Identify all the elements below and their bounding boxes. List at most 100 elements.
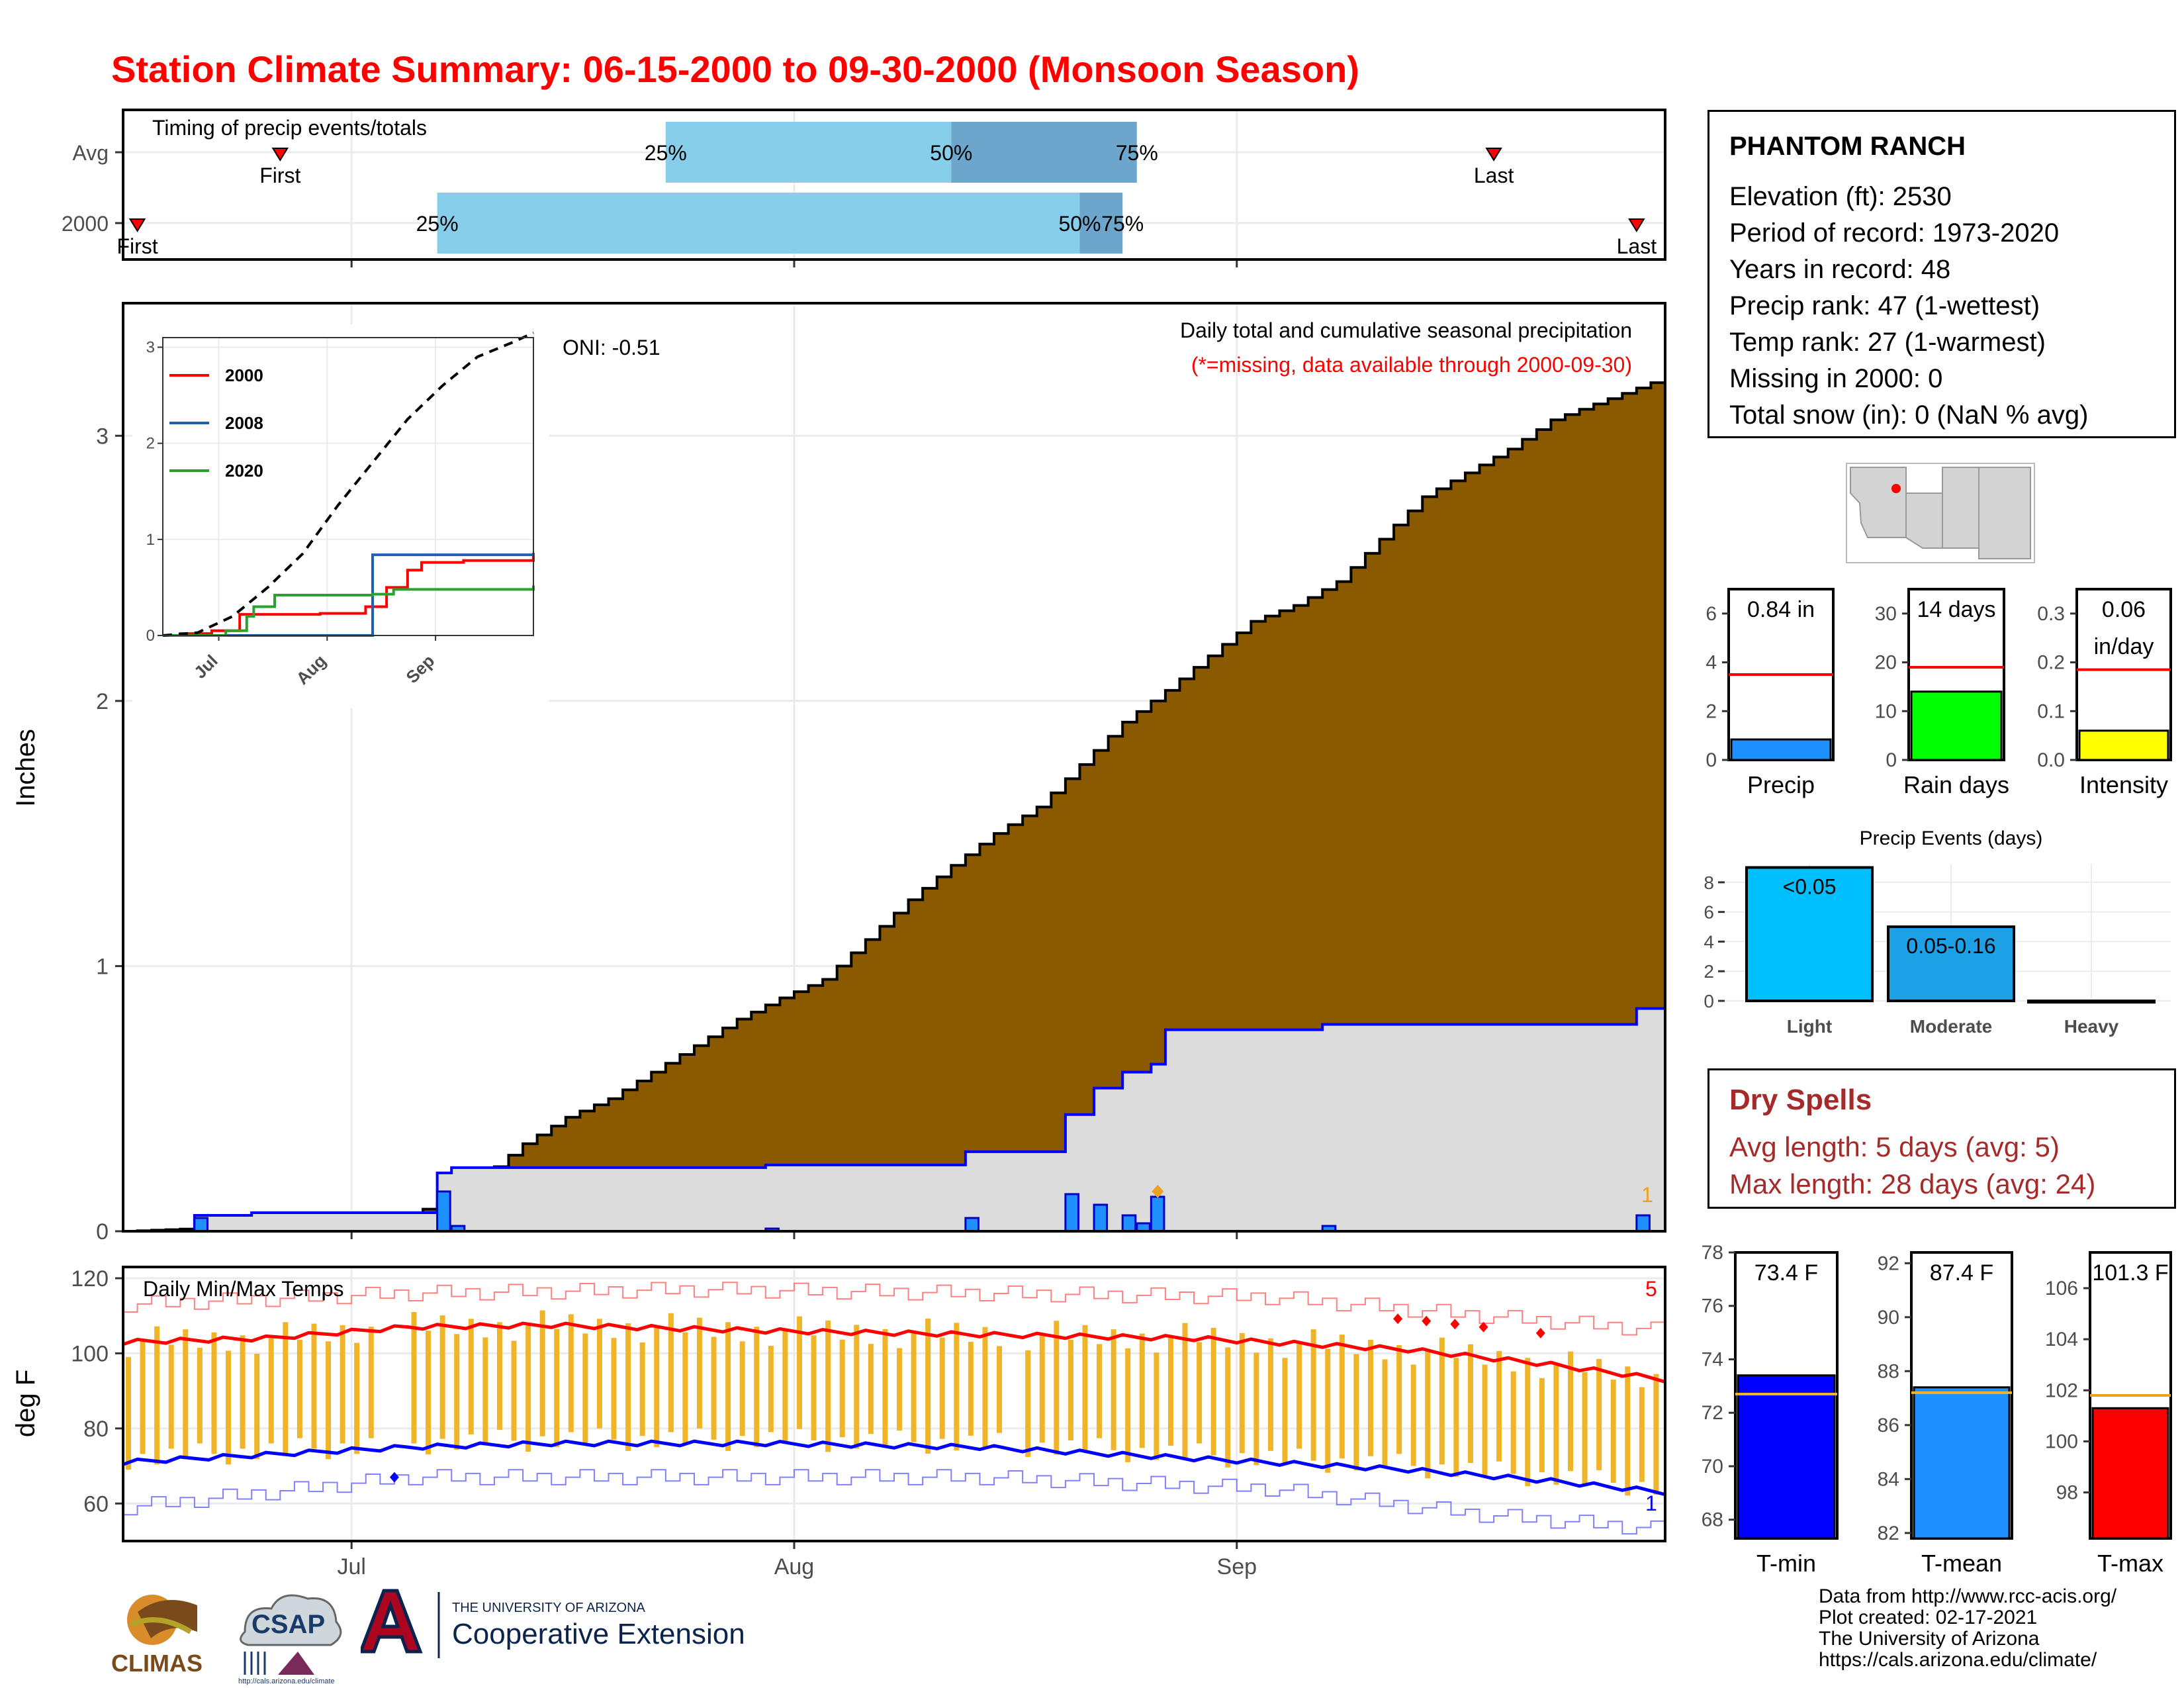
station-years: Years in record: 48 [1729, 255, 1951, 284]
record-high-marker [1450, 1319, 1460, 1330]
daily-temp-bar [1510, 1371, 1516, 1474]
daily-temp-bar [539, 1310, 545, 1436]
quartile-label-25: 25% [645, 141, 687, 165]
record-high-marker [1479, 1321, 1488, 1333]
intensity_bar-y-tick-label: 0.3 [2037, 603, 2065, 625]
footer-notes: Data from http://www.rcc-acis.org/ Plot … [1819, 1586, 2116, 1671]
daily-temp-bar [154, 1326, 160, 1465]
quartile-label-75: 75% [1116, 141, 1158, 165]
daily-temp-bar [311, 1323, 317, 1449]
last-event-label: Last [1474, 164, 1514, 187]
station-temp-rank: Temp rank: 27 (1-warmest) [1729, 328, 2046, 357]
record-high-marker [1422, 1315, 1432, 1327]
daily-temp-bar [839, 1339, 845, 1438]
timing-row-label: Avg [72, 141, 109, 165]
daily-temp-bar [568, 1314, 574, 1432]
temp-y-tick-label: 100 [71, 1341, 109, 1366]
obs-cumulative-line [123, 1007, 1665, 1233]
daily-temp-bar [340, 1325, 345, 1444]
intensity_bar-value-label: 0.06 [2102, 597, 2146, 622]
raindays_bar-y-tick-label: 10 [1875, 700, 1897, 722]
daily-temp-bar [811, 1335, 817, 1441]
quartile-label-50: 50% [1058, 212, 1101, 236]
daily-temp-bar [1439, 1337, 1445, 1465]
daily-temp-bar [226, 1350, 232, 1465]
daily-temp-bar [1425, 1351, 1431, 1479]
inset-line-2020 [163, 585, 535, 637]
station-elevation: Elevation (ft): 2530 [1729, 182, 1952, 211]
events-y-tick-label: 4 [1704, 931, 1714, 952]
dry-spells-title: Dry Spells [1729, 1084, 1872, 1116]
daily-temp-bar [854, 1325, 860, 1449]
tmax_bar-y-tick-label: 98 [2056, 1482, 2078, 1504]
first-event-marker [271, 148, 289, 162]
events-bar-label: 0.05-0.16 [1906, 934, 1995, 958]
tmax_bar-y-tick-label: 100 [2045, 1430, 2078, 1452]
daily-temp-bar [1367, 1340, 1373, 1456]
daily-temp-bar [1253, 1352, 1259, 1466]
quartile-label-50: 50% [930, 141, 972, 165]
precip-y-tick-label: 1 [96, 954, 109, 979]
daily-temp-bar [925, 1318, 931, 1454]
tmax_bar-y-tick-label: 102 [2045, 1380, 2078, 1401]
events-x-tick-label: Moderate [1910, 1016, 1992, 1037]
daily-temp-bar [1239, 1333, 1245, 1454]
daily-temp-bar [954, 1323, 960, 1451]
inset-line-avg [162, 331, 534, 637]
precip_bar-x-label: Precip [1747, 771, 1815, 798]
daily-temp-bar [511, 1340, 517, 1441]
daily-temp-bar [768, 1346, 774, 1432]
daily-temp-bar [482, 1337, 488, 1446]
raindays_bar-value-bar [1910, 690, 2003, 761]
first-event-marker [128, 218, 146, 232]
station-info-box: PHANTOM RANCH Elevation (ft): 2530 Perio… [1707, 110, 2176, 438]
temp-chart: 60 80 100 120 Jul Aug Sep 5 1 Daily Min/Max Temps… [11, 1266, 1666, 1579]
last-event-marker [1485, 148, 1502, 162]
events-y-tick-label: 0 [1704, 991, 1714, 1011]
daily-temp-bar [1339, 1335, 1345, 1459]
max-daily-marker [1152, 1184, 1164, 1198]
precip_bar-y-tick-label: 0 [1706, 749, 1717, 771]
ua-cooperative-extension-logo: THE UNIVERSITY OF ARIZONA Cooperative Ex… [358, 1585, 745, 1665]
station-location-marker [1891, 484, 1901, 493]
precip-y-tick-label: 0 [96, 1219, 109, 1244]
dry-spells-max: Max length: 28 days (avg: 24) [1729, 1168, 2096, 1199]
daily-temp-bar [1410, 1364, 1416, 1466]
daily-temp-bar [825, 1320, 831, 1452]
daily-temp-bar [1453, 1358, 1459, 1477]
temp-y-tick-label: 80 [83, 1417, 109, 1442]
csap-wordmark: CSAP [251, 1610, 325, 1639]
quartile-bar-25-50 [665, 122, 952, 183]
daily-temp-bar [696, 1317, 702, 1429]
daily-precip-bar [1093, 1203, 1109, 1233]
intensity_bar-y-tick-label: 0.2 [2037, 652, 2065, 674]
daily-temp-bar [411, 1312, 417, 1444]
precip-y-tick-label: 3 [96, 424, 109, 449]
daily-temp-bar [1182, 1323, 1188, 1458]
daily-precip-bar [436, 1190, 451, 1233]
daily-temp-bar [525, 1325, 531, 1452]
temp-x-tick-label: Jul [337, 1554, 365, 1579]
daily-temp-bar [554, 1329, 560, 1448]
tmean_bar-y-tick-label: 92 [1878, 1252, 1899, 1274]
daily-temp-bar [582, 1333, 588, 1444]
precip_bar-y-tick-label: 6 [1706, 603, 1717, 625]
events-y-tick-label: 8 [1704, 872, 1714, 893]
daily-temp-bar [439, 1315, 445, 1439]
daily-temp-bar [968, 1342, 974, 1436]
footer-plot-date: Plot created: 02-17-2021 [1819, 1607, 2038, 1628]
tmean_bar-y-tick-label: 84 [1878, 1468, 1899, 1490]
climas-wordmark: CLIMAS [111, 1650, 203, 1677]
avg-cumulative-area [123, 383, 1665, 1232]
events-title: Precip Events (days) [1860, 827, 2043, 849]
daily-temp-bar [168, 1344, 174, 1449]
daily-temp-bar [1325, 1348, 1331, 1473]
daily-temp-bar [496, 1322, 502, 1430]
timing-row-label: 2000 [62, 212, 109, 236]
intensity_bar-x-label: Intensity [2079, 771, 2168, 798]
station-precip-rank: Precip rank: 47 (1-wettest) [1729, 291, 2040, 320]
record-high-count: 5 [1645, 1277, 1657, 1301]
csap-logo: CSAP http://cals.arizona.edu/climate [232, 1585, 351, 1685]
